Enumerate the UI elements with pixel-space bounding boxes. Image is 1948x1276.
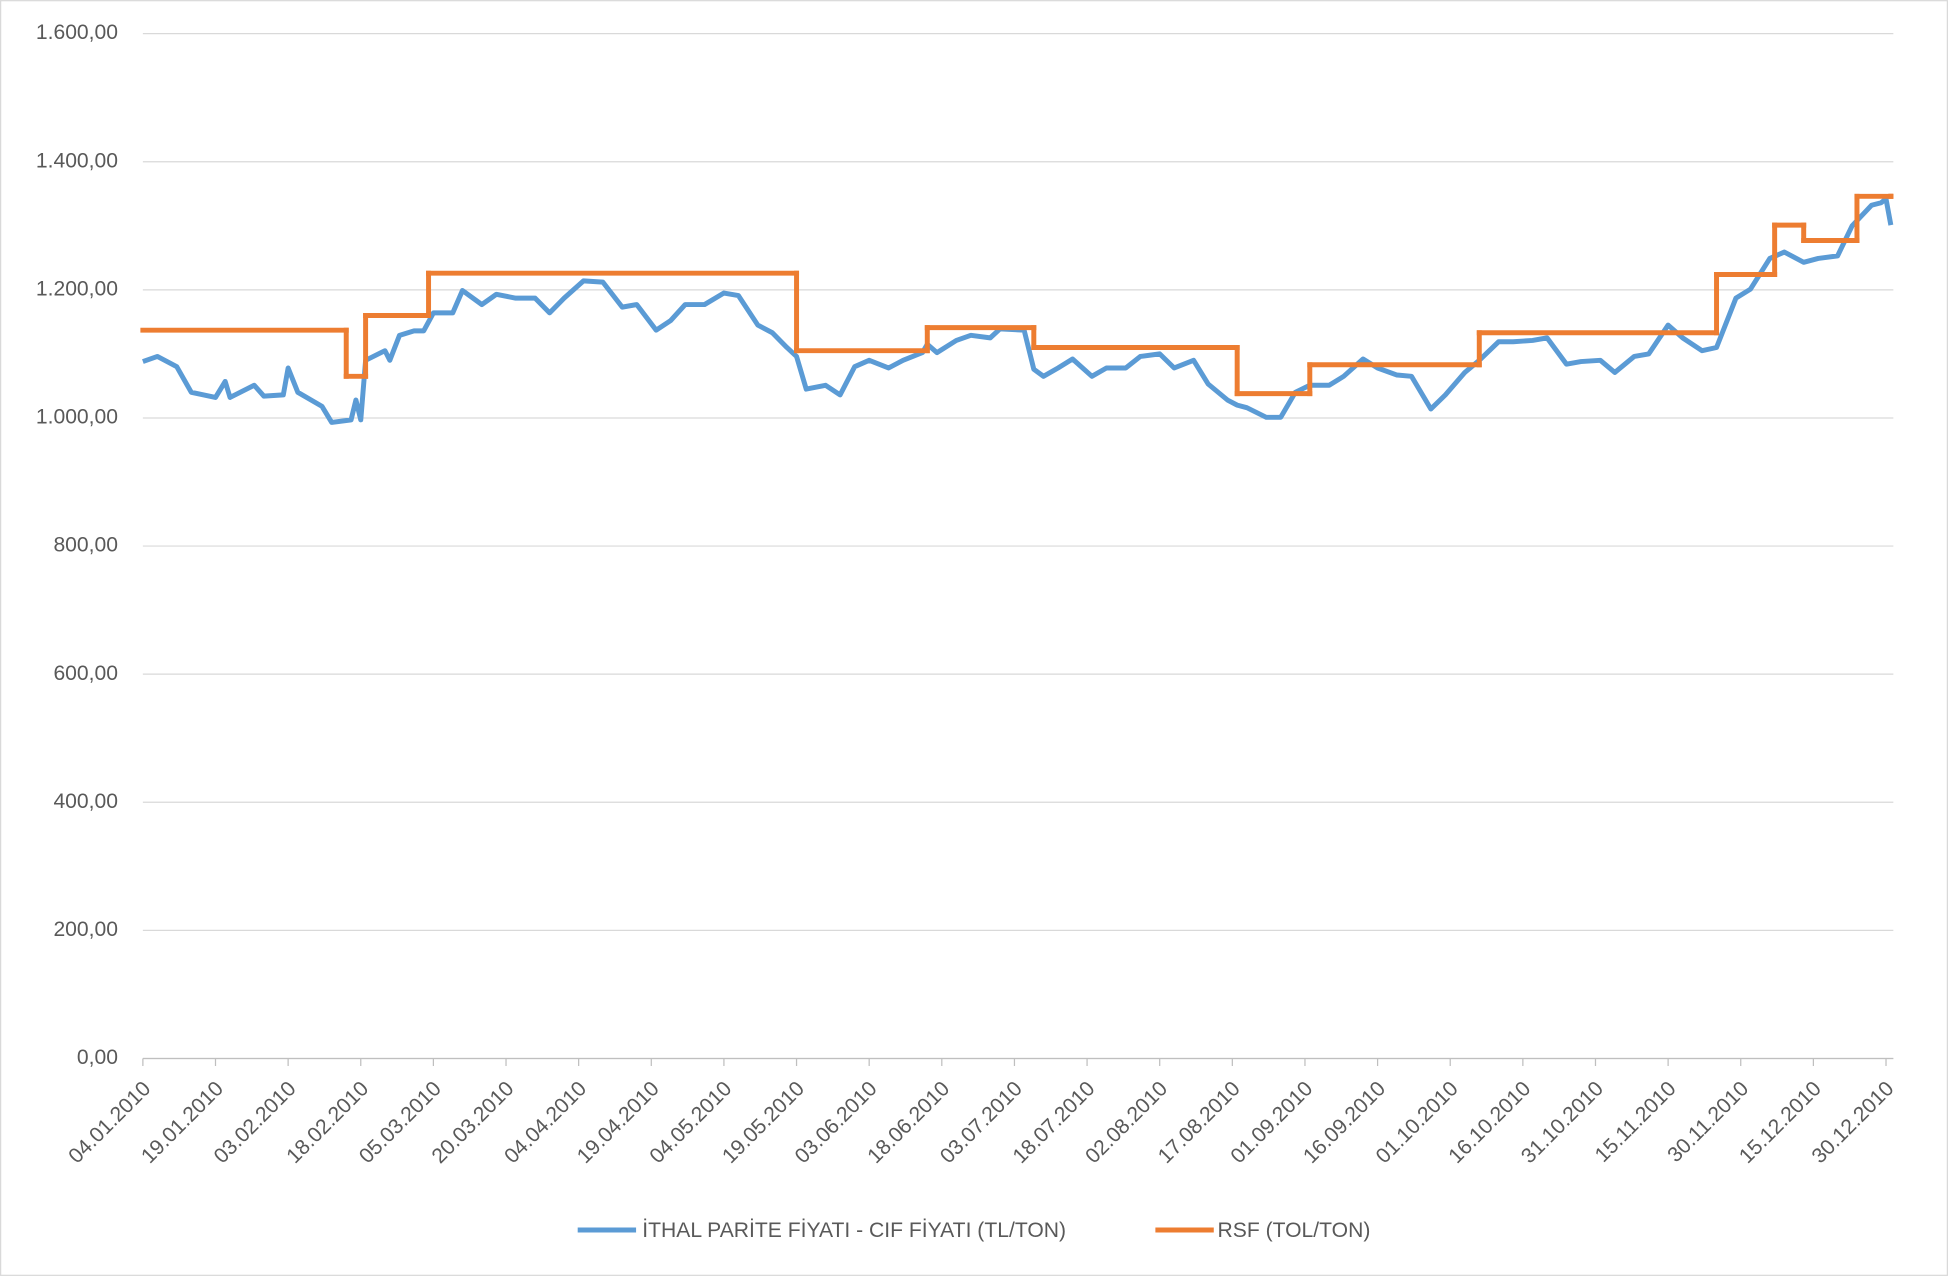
y-tick-label: 400,00 [53, 790, 118, 813]
y-tick-label: 800,00 [53, 534, 118, 557]
legend-label: RSF (TOL/TON) [1218, 1219, 1371, 1242]
y-tick-label: 600,00 [53, 662, 118, 685]
y-tick-label: 200,00 [53, 918, 118, 941]
y-tick-label: 1.200,00 [36, 277, 118, 300]
y-tick-label: 0,00 [77, 1046, 118, 1069]
data-line [142, 196, 1894, 425]
y-tick-label: 1.400,00 [36, 149, 118, 172]
y-tick-label: 1.600,00 [36, 21, 118, 44]
y-tick-label: 1.000,00 [36, 406, 118, 429]
legend-label: İTHAL PARİTE FİYATI - CIF FİYATI (TL/TON… [642, 1219, 1066, 1242]
